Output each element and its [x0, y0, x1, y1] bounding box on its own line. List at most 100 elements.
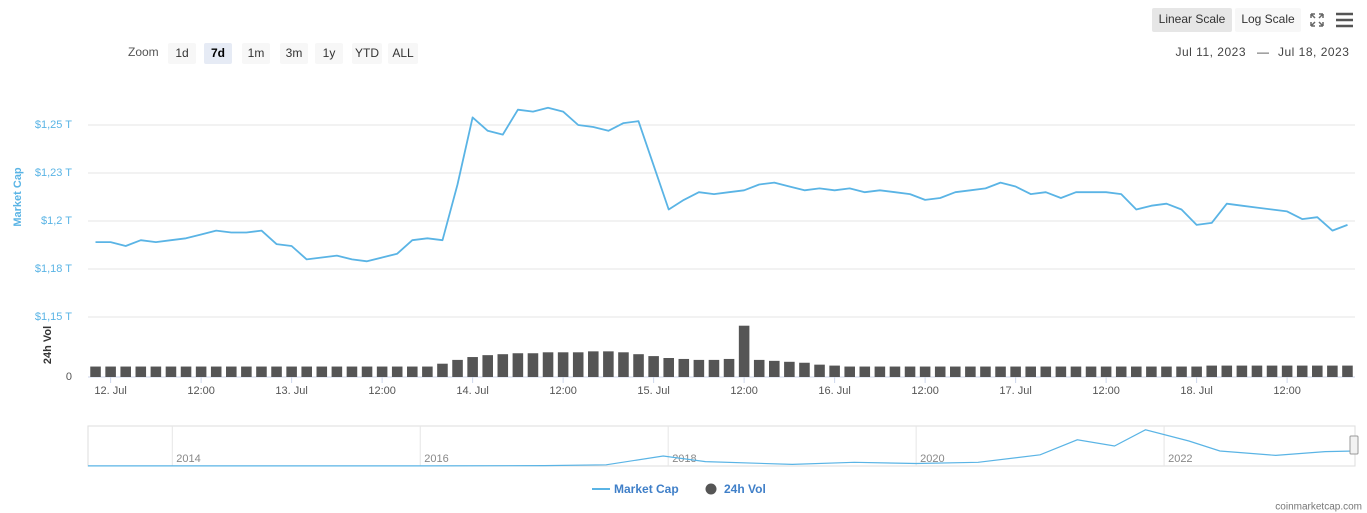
y-tick-label: $1,2 T — [41, 215, 72, 227]
navigator-tick-label: 2016 — [424, 453, 448, 465]
volume-bar — [1312, 365, 1323, 377]
volume-bar — [708, 359, 720, 377]
volume-bar — [1191, 366, 1202, 377]
button-bg[interactable] — [168, 43, 196, 64]
button-bg[interactable] — [352, 43, 382, 64]
volume-bar — [391, 366, 403, 377]
button-label[interactable]: Log Scale — [1241, 12, 1295, 26]
zoom-button[interactable]: 1d — [168, 43, 196, 64]
button-label[interactable]: 3m — [286, 46, 303, 60]
volume-bar — [995, 366, 1006, 377]
zoom-button[interactable]: 7d — [204, 43, 232, 64]
volume-bar — [1025, 366, 1036, 377]
volume-bar — [437, 363, 448, 377]
button-label[interactable]: 1y — [323, 46, 336, 60]
button-label[interactable]: Linear Scale — [1159, 12, 1226, 26]
date-separator: — — [1257, 45, 1269, 59]
volume-bar — [120, 366, 131, 377]
button-label[interactable]: 1d — [175, 46, 188, 60]
volume-bar — [844, 366, 855, 377]
x-tick-label: 12:00 — [730, 385, 758, 397]
button-bg[interactable] — [1152, 8, 1232, 32]
x-tick-label: 13. Jul — [275, 385, 307, 397]
volume-bar — [1131, 366, 1142, 377]
y-tick-label: $1,25 T — [35, 119, 72, 131]
x-tick-label: 16. Jul — [818, 385, 850, 397]
volume-bar — [633, 354, 644, 377]
volume-bar — [1040, 366, 1052, 377]
legend-label[interactable]: Market Cap — [614, 482, 679, 496]
volume-bar — [1281, 365, 1293, 377]
volume-bar — [648, 356, 659, 377]
zoom-button[interactable]: 1m — [242, 43, 270, 64]
button-label[interactable]: 1m — [248, 46, 265, 60]
x-tick-label: 14. Jul — [456, 385, 488, 397]
legend-item[interactable]: 24h Vol — [705, 482, 766, 496]
y-tick-label: $1,15 T — [35, 311, 72, 323]
volume-bar — [150, 366, 162, 377]
button-bg[interactable] — [242, 43, 270, 64]
button-bg[interactable] — [388, 43, 418, 64]
zoom-button[interactable]: 3m — [280, 43, 308, 64]
button-bg[interactable] — [1235, 8, 1301, 32]
volume-bar — [814, 364, 825, 377]
volume-bar — [603, 351, 614, 377]
button-label[interactable]: YTD — [355, 46, 379, 60]
volume-bar — [271, 366, 282, 377]
navigator-tick-label: 2020 — [920, 453, 944, 465]
volume-bar — [557, 352, 569, 377]
menu-icon[interactable] — [1336, 12, 1353, 28]
scale-button[interactable]: Linear Scale — [1152, 8, 1232, 32]
menu-icons[interactable] — [1310, 12, 1353, 28]
credit: coinmarketcap.com — [1275, 502, 1362, 513]
zoom-button[interactable]: 1y — [315, 43, 343, 64]
volume-bar — [1176, 366, 1187, 377]
volume-bar — [753, 359, 765, 377]
button-bg[interactable] — [204, 43, 232, 64]
legend-label[interactable]: 24h Vol — [724, 482, 766, 496]
navigator-tick-label: 2022 — [1168, 453, 1192, 465]
button-bg[interactable] — [315, 43, 343, 64]
legend-item[interactable]: Market Cap — [592, 482, 679, 496]
volume-bar — [467, 357, 478, 377]
navigator-tick-label: 2014 — [176, 453, 200, 465]
x-tick-label: 15. Jul — [637, 385, 669, 397]
button-label[interactable]: ALL — [392, 46, 414, 60]
zoom-button[interactable]: YTD — [352, 43, 382, 64]
volume-bar — [210, 366, 222, 377]
button-bg[interactable] — [280, 43, 308, 64]
volume-bar — [1236, 365, 1248, 377]
volume-bar — [422, 366, 433, 377]
x-tick-label: 17. Jul — [999, 385, 1031, 397]
y-axis-title: Market Cap — [12, 167, 24, 227]
zoom-button[interactable]: ALL — [388, 43, 418, 64]
navigator[interactable]: 2014 2016 2018 2020 2022 — [87, 425, 1359, 467]
volume-bar — [919, 366, 931, 377]
y2-axis-title: 24h Vol — [42, 326, 54, 364]
volume-bar — [105, 366, 116, 377]
volume-bar — [769, 360, 780, 377]
button-label[interactable]: 7d — [211, 46, 225, 60]
navigator-handle[interactable] — [1349, 435, 1359, 455]
volume-bar — [241, 366, 252, 377]
volume-bar — [135, 366, 147, 377]
y-tick-label: $1,18 T — [35, 263, 72, 275]
scale-button[interactable]: Log Scale — [1235, 8, 1301, 32]
volume-bar — [784, 361, 795, 377]
volume-bar — [482, 355, 493, 377]
volume-bar — [407, 366, 418, 377]
volume-bar — [452, 359, 463, 377]
x-tick-label: 12:00 — [1092, 385, 1120, 397]
legend: Market Cap 24h Vol — [592, 482, 766, 496]
volume-bar — [678, 358, 690, 377]
volume-bar — [1206, 365, 1217, 377]
fullscreen-icon[interactable] — [1310, 13, 1324, 27]
volume-bar — [90, 366, 101, 377]
date-from[interactable]: Jul 11, 2023 — [1176, 45, 1247, 59]
volume-bar — [180, 366, 192, 377]
navigator-line — [88, 429, 1356, 467]
date-to[interactable]: Jul 18, 2023 — [1278, 45, 1349, 59]
volume-bar — [195, 366, 207, 377]
volume-bar — [829, 365, 840, 377]
